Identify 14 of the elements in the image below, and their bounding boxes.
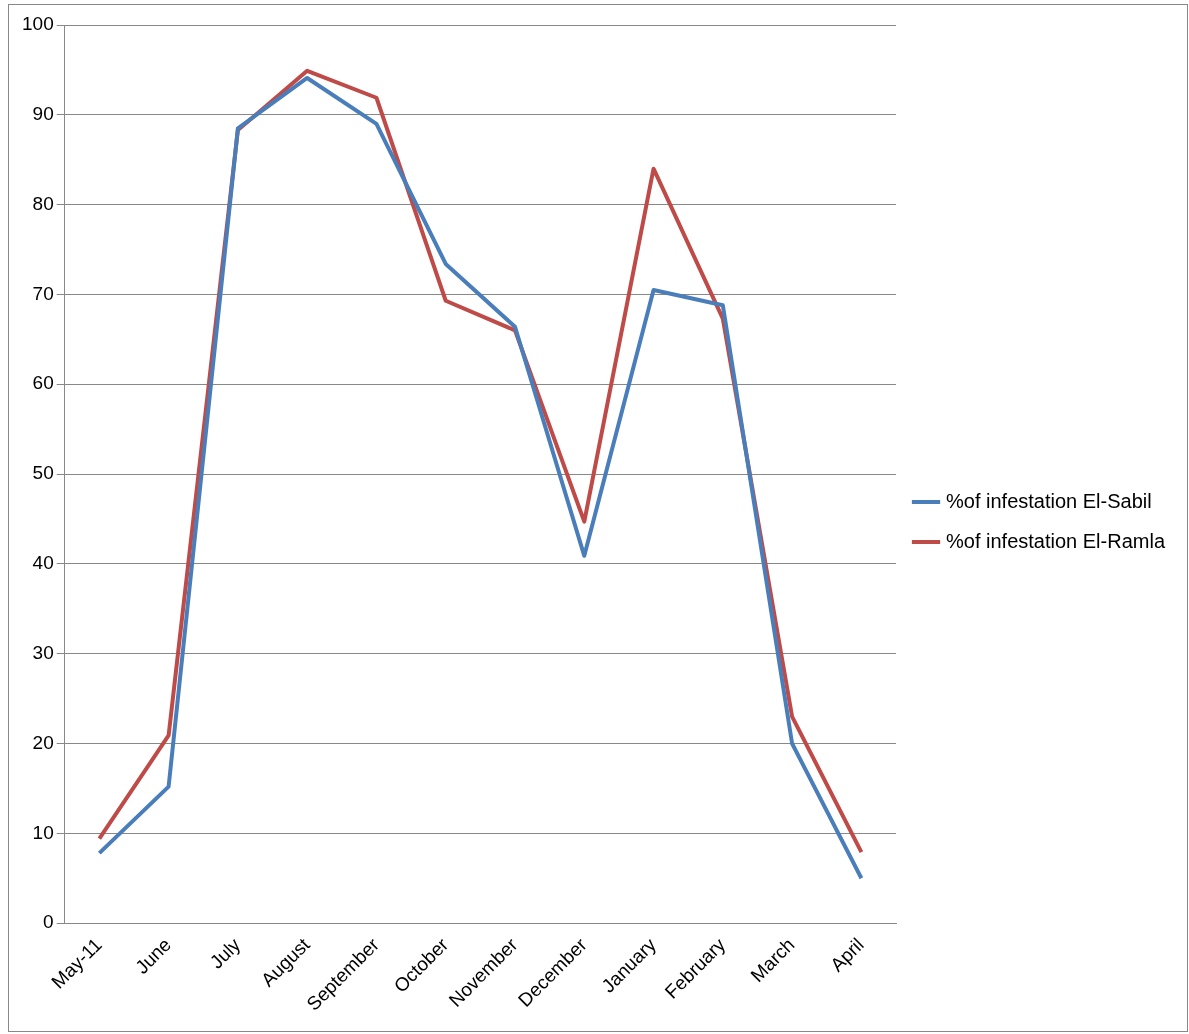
y-tick-label: 30 — [32, 641, 54, 663]
x-tick-label: July — [205, 933, 245, 973]
y-tick-label: 60 — [32, 372, 54, 394]
legend-label: %of infestation El-Ramla — [946, 529, 1166, 552]
y-tick-label: 20 — [32, 731, 54, 753]
y-tick-label: 0 — [43, 911, 54, 933]
y-tick-label: 70 — [32, 282, 54, 304]
y-tick-label: 10 — [32, 821, 54, 843]
y-tick-label: 100 — [22, 13, 54, 35]
y-tick-label: 90 — [32, 103, 54, 125]
y-tick-label: 80 — [32, 192, 54, 214]
legend-label: %of infestation El-Sabil — [946, 489, 1152, 512]
y-tick-label: 50 — [32, 462, 54, 484]
y-tick-label: 40 — [32, 552, 54, 574]
